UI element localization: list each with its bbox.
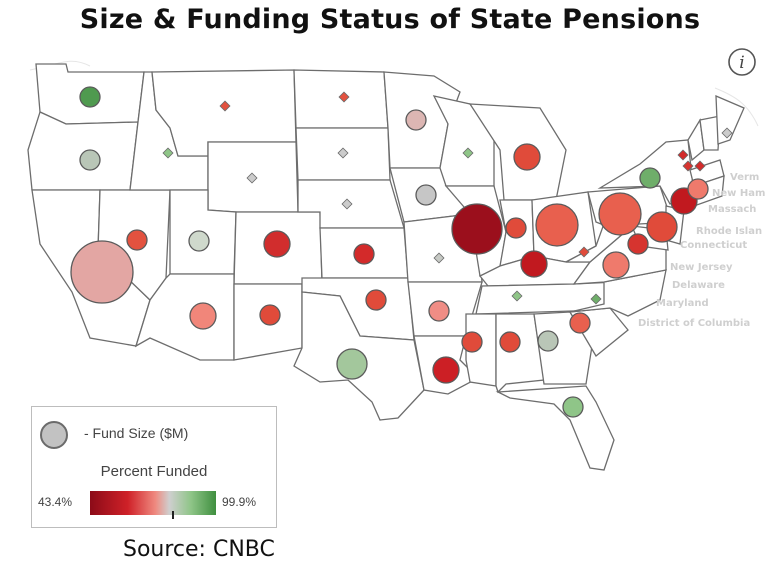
- bubble-new-hampshire[interactable]: [682, 160, 694, 172]
- bubble-massachusetts[interactable]: [687, 178, 709, 200]
- bubble-washington[interactable]: [79, 86, 101, 108]
- svg-text:i: i: [739, 53, 744, 73]
- bubble-south-dakota[interactable]: [337, 147, 349, 159]
- bubble-pennsylvania[interactable]: [598, 192, 642, 236]
- bubble-maine[interactable]: [721, 127, 733, 139]
- bubble-rhode-island[interactable]: [694, 160, 706, 172]
- bubble-california[interactable]: [70, 240, 134, 304]
- bubble-layer: [70, 86, 733, 418]
- bubble-michigan[interactable]: [513, 143, 541, 171]
- bubble-tennessee[interactable]: [511, 290, 523, 302]
- fund-size-label: - Fund Size ($M): [84, 425, 189, 441]
- label-massachusetts: Massach: [708, 204, 756, 215]
- bubble-iowa[interactable]: [415, 184, 437, 206]
- bubble-ohio[interactable]: [535, 203, 579, 247]
- label-vermont: Verm: [730, 172, 759, 183]
- bubble-south-carolina[interactable]: [569, 312, 591, 334]
- label-delaware: Delaware: [672, 280, 725, 291]
- color-ramp-tick: [172, 511, 174, 519]
- northeast-labels: Verm New Ham Massach Rhode Islan Connect…: [638, 172, 765, 329]
- bubble-louisiana[interactable]: [432, 356, 460, 384]
- bubble-arizona[interactable]: [189, 302, 217, 330]
- bubble-texas[interactable]: [336, 348, 368, 380]
- label-district-of-columbia: District of Columbia: [638, 318, 750, 329]
- bubble-virginia[interactable]: [602, 251, 630, 279]
- bubble-georgia[interactable]: [537, 330, 559, 352]
- bubble-mississippi[interactable]: [461, 331, 483, 353]
- bubble-illinois[interactable]: [451, 203, 503, 255]
- bubble-alabama[interactable]: [499, 331, 521, 353]
- info-icon[interactable]: i: [727, 47, 757, 77]
- bubble-florida[interactable]: [562, 396, 584, 418]
- fund-size-legend-icon: [40, 421, 68, 449]
- bubble-kentucky[interactable]: [520, 250, 548, 278]
- percent-funded-heading: Percent Funded: [100, 463, 208, 480]
- bubble-indiana[interactable]: [505, 217, 527, 239]
- bubble-north-carolina[interactable]: [590, 293, 602, 305]
- bubble-arkansas[interactable]: [428, 300, 450, 322]
- label-new-jersey: New Jersey: [670, 262, 733, 273]
- bubble-new-york[interactable]: [639, 167, 661, 189]
- label-rhode-island: Rhode Islan: [696, 226, 762, 237]
- bubble-west-virginia[interactable]: [578, 246, 590, 258]
- bubble-idaho[interactable]: [162, 147, 174, 159]
- legend: - Fund Size ($M) Percent Funded 43.4% 99…: [31, 406, 277, 528]
- source-caption: Source: CNBC: [123, 537, 275, 562]
- bubble-colorado[interactable]: [263, 230, 291, 258]
- bubble-oklahoma[interactable]: [365, 289, 387, 311]
- bubble-wyoming[interactable]: [246, 172, 258, 184]
- label-maryland: Maryland: [656, 298, 709, 309]
- bubble-vermont[interactable]: [677, 149, 689, 161]
- bubble-nebraska[interactable]: [341, 198, 353, 210]
- bubble-missouri[interactable]: [433, 252, 445, 264]
- bubble-new-jersey[interactable]: [646, 211, 678, 243]
- bubble-maryland[interactable]: [627, 233, 649, 255]
- legend-max-label: 99.9%: [222, 495, 257, 509]
- legend-min-label: 43.4%: [38, 495, 73, 509]
- bubble-minnesota[interactable]: [405, 109, 427, 131]
- bubble-nevada[interactable]: [126, 229, 148, 251]
- label-connecticut: Connecticut: [680, 240, 747, 251]
- bubble-wisconsin[interactable]: [462, 147, 474, 159]
- label-new-hampshire: New Ham: [712, 188, 765, 199]
- map-title: Size & Funding Status of State Pensions: [79, 4, 701, 35]
- bubble-utah[interactable]: [188, 230, 210, 252]
- color-ramp: [90, 491, 216, 515]
- bubble-new-mexico[interactable]: [259, 304, 281, 326]
- bubble-oregon[interactable]: [79, 149, 101, 171]
- bubble-montana[interactable]: [219, 100, 231, 112]
- bubble-north-dakota[interactable]: [338, 91, 350, 103]
- bubble-kansas[interactable]: [353, 243, 375, 265]
